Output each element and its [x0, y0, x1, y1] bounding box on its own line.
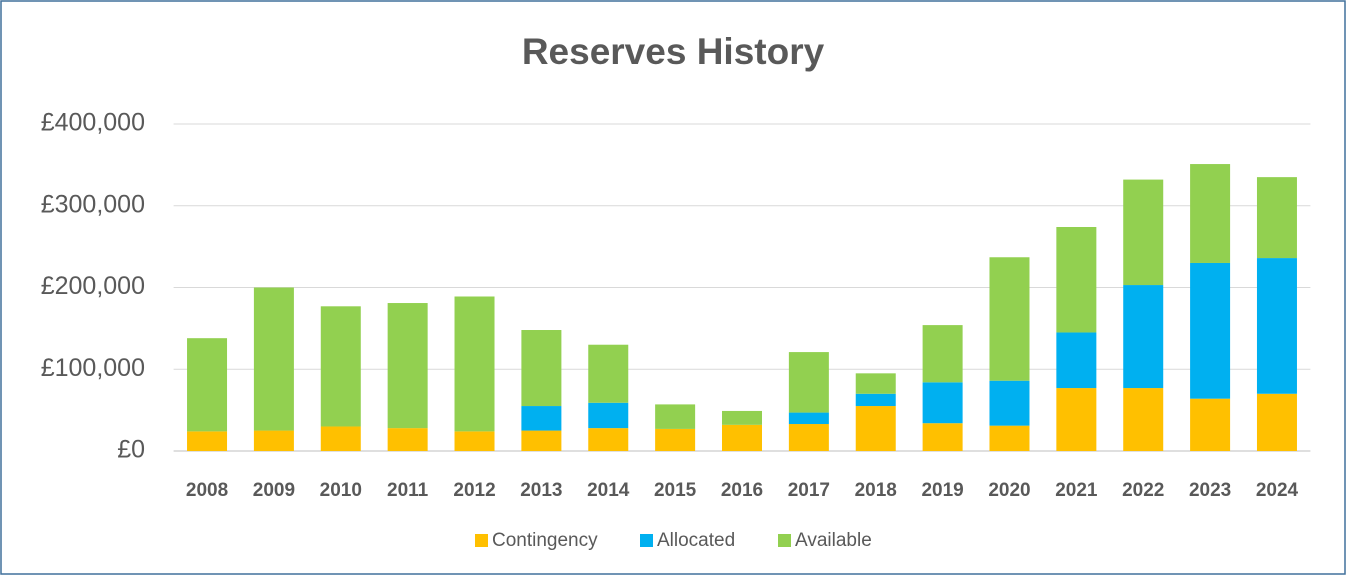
- bar-segment: [454, 431, 495, 451]
- bar-segment: [722, 410, 762, 425]
- bar-segment: [1256, 177, 1297, 259]
- x-tick-label: 2023: [1189, 480, 1231, 501]
- legend-label: Allocated: [657, 530, 735, 551]
- x-tick-label: 2020: [988, 480, 1030, 501]
- bar-segment: [187, 431, 228, 451]
- legend-swatch: [778, 534, 791, 547]
- bar-segment: [788, 424, 829, 451]
- bar-segment: [521, 406, 562, 431]
- x-tick-label: 2022: [1122, 480, 1164, 501]
- bar-segment: [1190, 164, 1231, 263]
- bar-segment: [387, 303, 428, 429]
- bar-segment: [1256, 393, 1297, 451]
- legend-label: Contingency: [492, 530, 598, 551]
- bar-segment: [989, 425, 1030, 451]
- bar-segment: [788, 352, 829, 413]
- y-tick-label: £200,000: [41, 272, 145, 300]
- bar-segment: [922, 423, 963, 451]
- bar-segment: [521, 330, 562, 407]
- x-tick-label: 2013: [520, 480, 562, 501]
- x-tick-label: 2010: [320, 480, 362, 501]
- legend-label: Available: [795, 530, 872, 551]
- bar-segment: [989, 257, 1030, 381]
- x-tick-label: 2014: [587, 480, 630, 501]
- bar-segment: [655, 428, 696, 451]
- bar-segment: [454, 296, 495, 432]
- bar-segment: [1123, 179, 1164, 286]
- bar-segment: [655, 404, 696, 429]
- y-tick-label: £0: [117, 436, 145, 464]
- bar-segment: [1056, 388, 1097, 451]
- bar-segment: [521, 430, 562, 451]
- x-tick-label: 2011: [387, 480, 429, 501]
- bar-segment: [855, 373, 896, 394]
- x-tick-label: 2018: [855, 480, 897, 501]
- x-tick-label: 2008: [186, 480, 228, 501]
- x-tick-label: 2019: [921, 480, 963, 501]
- bar-segment: [1190, 398, 1231, 451]
- x-tick-label: 2024: [1256, 480, 1299, 501]
- x-tick-label: 2009: [253, 480, 295, 501]
- bar-segment: [1056, 227, 1097, 333]
- bar-segment: [253, 430, 294, 451]
- bar-segment: [320, 426, 361, 451]
- bar-segment: [253, 287, 294, 431]
- bar-segment: [1123, 388, 1164, 451]
- y-tick-label: £300,000: [41, 190, 145, 218]
- bar-segment: [1256, 258, 1297, 394]
- bar-segment: [855, 406, 896, 451]
- legend-swatch: [475, 534, 488, 547]
- y-tick-label: £100,000: [41, 354, 145, 382]
- bar-segment: [187, 338, 228, 432]
- bar-segment: [788, 412, 829, 425]
- chart-title: Reserves History: [522, 31, 825, 72]
- bar-segment: [1056, 332, 1097, 389]
- bar-segment: [320, 306, 361, 427]
- x-tick-label: 2015: [654, 480, 697, 501]
- bar-segment: [588, 344, 629, 403]
- bar-segment: [722, 424, 762, 451]
- bar-segment: [989, 380, 1030, 426]
- x-tick-label: 2021: [1055, 480, 1098, 501]
- y-tick-label: £400,000: [41, 109, 145, 137]
- bar-segment: [588, 428, 629, 451]
- x-tick-label: 2012: [453, 480, 495, 501]
- bar-segment: [387, 428, 428, 451]
- bar-segment: [1123, 285, 1164, 389]
- bar-segment: [1190, 262, 1231, 399]
- bar-segment: [855, 393, 896, 407]
- bar-segment: [922, 325, 963, 383]
- bar-segment: [588, 402, 629, 429]
- legend-swatch: [640, 534, 653, 547]
- x-tick-label: 2016: [721, 480, 763, 501]
- bar-segment: [922, 382, 963, 424]
- x-tick-label: 2017: [788, 480, 830, 501]
